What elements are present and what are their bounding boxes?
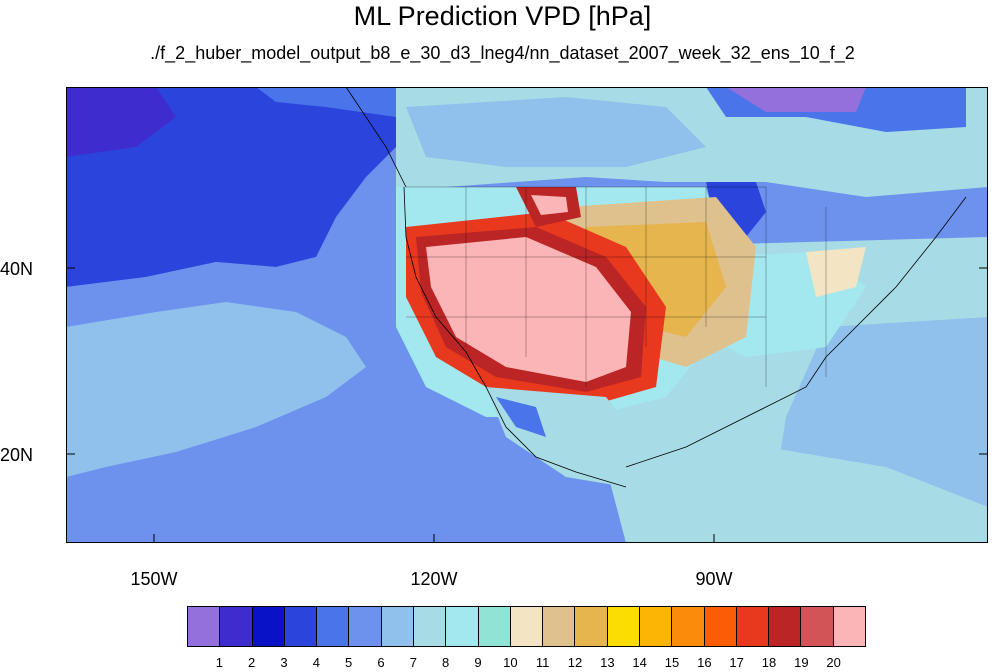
colorbar-tick-label: 6 — [377, 655, 385, 670]
pacific-band-b — [66, 302, 366, 477]
colorbar-box — [769, 607, 802, 646]
hudson-core — [726, 87, 866, 112]
colorbar-box — [833, 607, 865, 646]
colorbar-tick-label: 3 — [280, 655, 288, 670]
colorbar-tick-label: 12 — [567, 655, 583, 670]
colorbar-box — [188, 607, 221, 646]
lon-label-150w: 150W — [130, 569, 178, 589]
colorbar-tick-label: 2 — [248, 655, 256, 670]
colorbar-box — [381, 607, 414, 646]
colorbar-tick-label: 13 — [600, 655, 615, 670]
caribbean — [626, 447, 988, 543]
colorbar-box — [704, 607, 737, 646]
lon-label-120w: 120W — [410, 569, 458, 589]
colorbar-tick-label: 11 — [535, 655, 550, 670]
colorbar-tick-label: 15 — [664, 655, 680, 670]
colorbar-tick-label: 16 — [697, 655, 712, 670]
southwest-20 — [426, 237, 631, 382]
colorbar-tick-label: 7 — [409, 655, 417, 670]
colorbar-labels: 1 2 3 4 5 6 7 8 9 10 11 12 13 14 15 16 17 18 19 20 — [187, 655, 866, 671]
colorbar-tick-label: 18 — [761, 655, 777, 670]
mexico-west — [496, 397, 546, 437]
graticule-ticks — [66, 267, 988, 543]
colorbar-tick-label: 17 — [729, 655, 744, 670]
colorbar-box — [736, 607, 770, 646]
colorbar-box — [639, 607, 673, 646]
map-title: ML Prediction VPD [hPa] — [353, 1, 652, 31]
colorbar-tick-label: 5 — [345, 655, 353, 670]
north-hotspot-core — [531, 195, 568, 215]
vpd-map — [66, 87, 988, 543]
lon-label-90w: 90W — [695, 569, 733, 589]
colorbar — [187, 606, 866, 647]
colorbar-box — [543, 607, 576, 646]
colorbar-tick-label: 4 — [312, 655, 320, 670]
colorbar-box — [575, 607, 608, 646]
colorbar-box — [446, 607, 479, 646]
colorbar-box — [607, 607, 640, 646]
colorbar-box — [284, 607, 318, 646]
tropical-pacific — [66, 467, 506, 543]
alaska-low-vpd — [66, 87, 176, 157]
colorbar-box — [413, 607, 447, 646]
colorbar-box — [510, 607, 544, 646]
colorbar-tick-label: 8 — [442, 655, 450, 670]
colorbar-box — [672, 607, 705, 646]
colorbar-tick-label: 10 — [503, 655, 518, 670]
colorbar-box — [349, 607, 382, 646]
colorbar-box — [801, 607, 834, 646]
colorbar-tick-label: 19 — [794, 655, 809, 670]
colorbar-tick-label: 9 — [474, 655, 482, 670]
map-subtitle: ./f_2_huber_model_output_b8_e_30_d3_lneg… — [150, 43, 855, 63]
colorbar-tick-label: 14 — [632, 655, 647, 670]
colorbar-box — [478, 607, 511, 646]
state-borders — [406, 186, 827, 387]
colorbar-box — [220, 607, 253, 646]
colorbar-box — [317, 607, 350, 646]
canada-band-mid — [406, 97, 706, 167]
colorbar-tick-label: 20 — [826, 655, 841, 670]
colorbar-box — [252, 607, 285, 646]
lat-label-20n: 20N — [0, 445, 34, 465]
colorbar-tick-label: 1 — [215, 655, 223, 670]
east-dry-tongue — [806, 247, 866, 297]
lat-label-40n: 40N — [0, 259, 34, 279]
